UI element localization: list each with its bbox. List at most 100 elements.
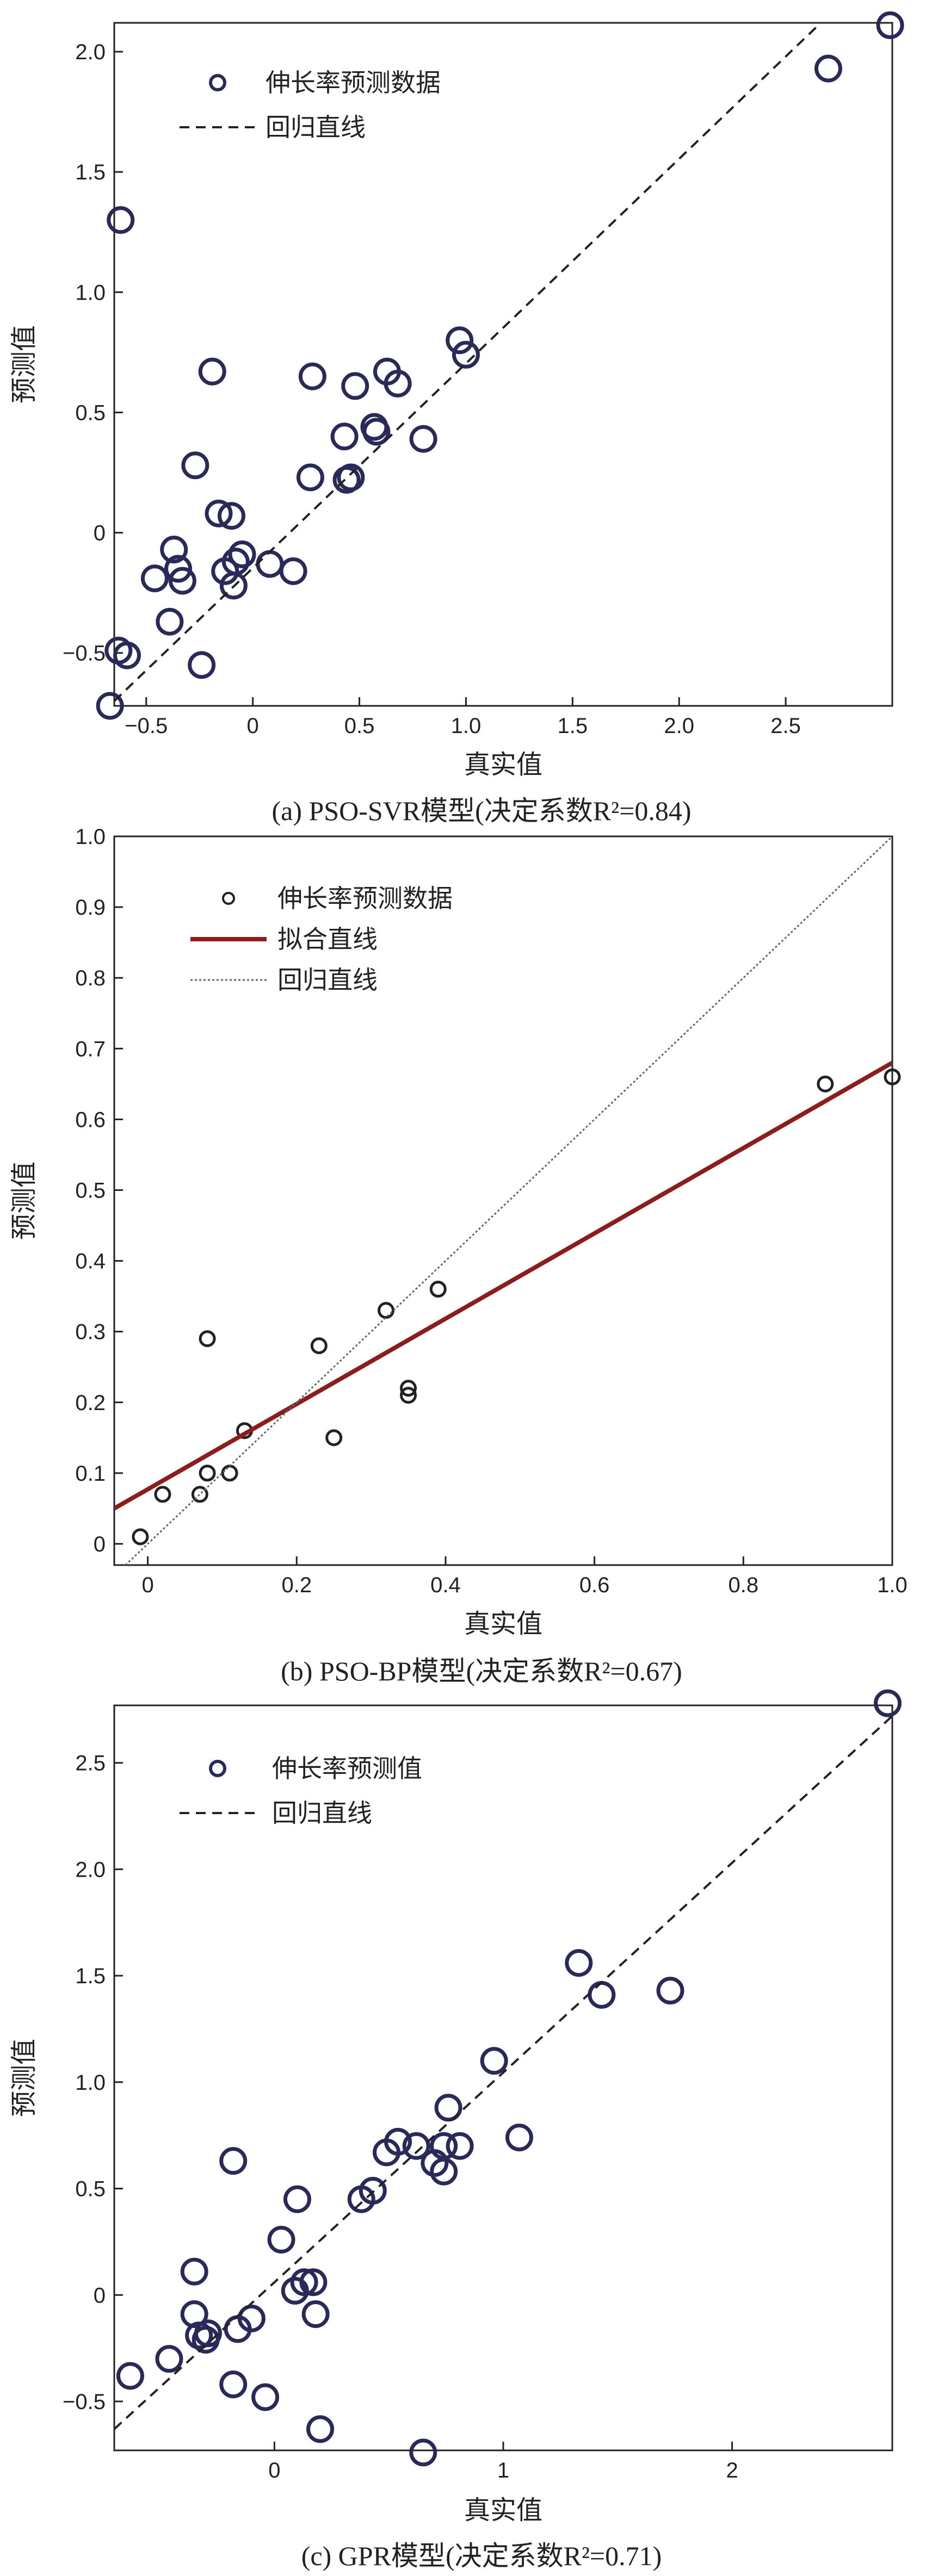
x-tick-label: 2: [726, 2459, 738, 2482]
data-point: [814, 54, 842, 83]
data-point: [251, 2383, 280, 2411]
y-tick-label: 0.3: [75, 1320, 106, 1344]
data-point: [181, 451, 209, 480]
y-tick-label: 0.8: [75, 966, 106, 990]
data-point: [480, 2047, 508, 2075]
data-point: [434, 2094, 462, 2122]
data-point: [164, 555, 193, 583]
data-point: [116, 2362, 144, 2390]
data-point: [154, 1486, 171, 1503]
y-tick-label: 0.5: [75, 2177, 106, 2201]
data-point: [301, 2300, 330, 2328]
data-point: [400, 1380, 417, 1397]
y-tick-label: 0.4: [75, 1250, 106, 1274]
y-tick-label: 0.1: [75, 1462, 106, 1486]
y-axis-label: 预测值: [9, 1162, 39, 1240]
x-tick-label: 1.0: [451, 714, 482, 738]
data-point: [306, 2415, 335, 2443]
data-point: [279, 557, 307, 585]
data-point: [156, 607, 184, 636]
data-point: [267, 2225, 295, 2254]
y-tick-label: 2.0: [75, 1858, 106, 1882]
data-point: [876, 11, 904, 39]
x-axis-label: 真实值: [464, 2495, 542, 2525]
data-point: [290, 2268, 318, 2296]
x-tick-label: 1.5: [558, 714, 588, 738]
x-tick-label: 0.6: [579, 1573, 610, 1597]
y-tick-label: 0.6: [75, 1108, 106, 1132]
x-tick-label: 0: [268, 2459, 280, 2482]
legend-label: 伸长率预测数据: [266, 68, 441, 97]
x-tick-label: 0.2: [281, 1573, 312, 1597]
x-axis-label: 真实值: [464, 749, 542, 780]
data-point: [429, 1281, 447, 1298]
x-tick-label: 0: [141, 1573, 153, 1597]
legend-label: 回归直线: [266, 113, 366, 142]
legend-label: 伸长率预测数据: [277, 884, 453, 913]
data-point: [219, 2147, 248, 2175]
data-point: [874, 1689, 902, 1717]
data-point: [256, 550, 284, 578]
data-point: [113, 641, 141, 669]
data-point: [217, 502, 245, 530]
legend-label: 拟合直线: [277, 924, 378, 954]
y-tick-label: 1.5: [75, 160, 106, 184]
data-point: [409, 425, 437, 453]
data-point: [237, 2304, 266, 2332]
x-tick-label: 0.4: [430, 1573, 461, 1597]
data-point: [96, 692, 124, 720]
y-tick-label: 2.5: [75, 1752, 106, 1776]
data-point: [199, 1464, 216, 1482]
legend-label: 回归直线: [277, 965, 378, 995]
series-line: [114, 1060, 892, 1511]
data-point: [409, 2438, 437, 2467]
data-point: [402, 2132, 430, 2160]
data-point: [359, 2176, 387, 2205]
data-point: [330, 423, 359, 451]
data-point: [228, 540, 256, 568]
data-point: [337, 463, 365, 492]
data-point: [377, 1302, 394, 1319]
data-point: [817, 1075, 834, 1093]
data-point: [140, 564, 169, 593]
x-tick-label: 1.0: [877, 1573, 908, 1597]
y-axis-label: 预测值: [9, 2039, 39, 2117]
y-tick-label: 1.0: [75, 825, 106, 849]
data-point: [191, 1486, 208, 1503]
legend-marker: [209, 74, 226, 91]
data-point: [199, 1330, 216, 1348]
data-point: [588, 1981, 616, 2009]
data-point: [400, 1387, 417, 1404]
plot-frame-1: [113, 835, 893, 1566]
series-line: [114, 1715, 892, 2430]
y-tick-label: −0.5: [63, 2390, 106, 2414]
series-line: [114, 23, 823, 702]
y-tick-label: 0: [94, 1532, 106, 1556]
data-point: [884, 1068, 901, 1085]
data-point: [221, 548, 250, 576]
data-point: [310, 1337, 328, 1355]
data-point: [168, 567, 196, 595]
legend-marker: [222, 892, 235, 905]
data-point: [505, 2124, 533, 2152]
data-point: [107, 206, 135, 234]
y-tick-label: 0.5: [75, 401, 106, 425]
data-point: [298, 362, 326, 390]
x-tick-label: 2.5: [770, 714, 801, 738]
x-tick-label: −0.5: [125, 714, 168, 738]
legend-label: 回归直线: [272, 1798, 372, 1828]
data-point: [384, 369, 412, 398]
data-point: [362, 418, 391, 446]
data-point: [205, 499, 233, 527]
y-tick-label: 0.7: [75, 1037, 106, 1061]
data-point: [446, 326, 474, 355]
x-tick-label: 0: [247, 714, 259, 738]
data-point: [430, 2132, 458, 2160]
x-tick-label: 1: [497, 2459, 509, 2482]
legend-marker: [209, 1760, 226, 1777]
chart-caption: (b) PSO-BP模型(决定系数R²=0.67): [281, 1656, 682, 1686]
x-tick-label: 0.8: [729, 1573, 759, 1597]
y-tick-label: 0: [94, 522, 106, 545]
y-tick-label: 1.5: [75, 1964, 106, 1988]
chart-caption: (c) GPR模型(决定系数R²=0.71): [301, 2541, 662, 2571]
